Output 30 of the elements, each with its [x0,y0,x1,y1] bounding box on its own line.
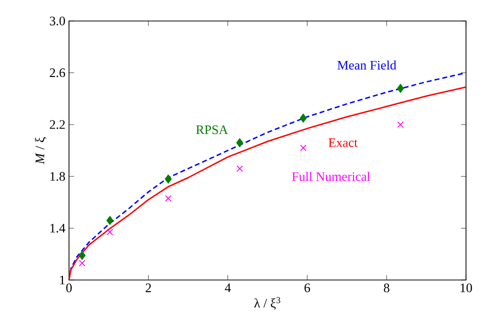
y-tick-label: 2.2 [50,120,65,129]
x-tick-label: 2 [146,284,151,292]
series-label: Full Numerical [292,172,370,181]
point [164,174,172,184]
y-tick-label: 1 [60,276,65,284]
point [236,165,243,172]
point [78,250,86,260]
point [164,195,172,202]
x-tick-label: 10 [460,284,472,292]
series-label: Mean Field [337,60,396,70]
series-label: RPSA [196,125,228,134]
x-tick-label: 4 [224,284,231,292]
x-tick-label: 6 [304,284,310,292]
y-axis-title: M / ξ [35,137,46,164]
point [397,121,404,128]
point [300,114,307,123]
point [78,260,86,266]
point [106,228,114,236]
point [106,216,114,225]
series-label: Exact [328,138,358,148]
x-tick-label: 0 [66,284,72,292]
point [300,144,306,152]
y-tick-label: 3.0 [50,16,65,26]
x-tick-label: 8 [384,284,390,292]
x-axis-title: λ / ξ$^{3}$ [254,297,280,310]
y-tick-label: 2.6 [50,68,66,78]
point [397,84,404,93]
point [236,138,244,148]
y-tick-label: 1.4 [50,224,66,233]
y-tick-label: 1.8 [50,172,65,181]
